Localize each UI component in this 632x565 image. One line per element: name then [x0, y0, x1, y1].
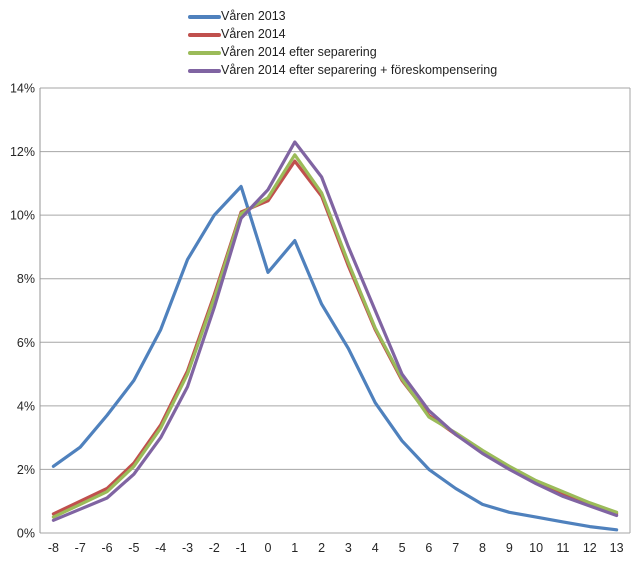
- x-axis-tick-label: 6: [425, 541, 432, 555]
- x-axis-tick-label: 12: [583, 541, 597, 555]
- x-axis-tick-label: 5: [399, 541, 406, 555]
- chart-legend: Våren 2013 Våren 2014 Våren 2014 efter sep…: [188, 9, 497, 78]
- x-axis-tick-label: 10: [529, 541, 543, 555]
- x-axis-tick-label: 3: [345, 541, 352, 555]
- legend-label: Våren 2014: [221, 27, 286, 41]
- x-axis-tick-label: 11: [556, 541, 569, 555]
- legend-label: Våren 2014 efter separering: [221, 45, 377, 59]
- x-axis-tick-label: -5: [128, 541, 139, 555]
- legend-item-0: Våren 2013: [188, 9, 497, 24]
- y-axis-tick-label: 10%: [10, 209, 35, 223]
- y-axis-tick-label: 2%: [17, 463, 35, 477]
- y-axis-tick-label: 6%: [17, 336, 35, 350]
- legend-line-swatch: [188, 50, 221, 55]
- legend-label: Våren 2013: [221, 9, 286, 23]
- x-axis-tick-label: 0: [264, 541, 271, 555]
- x-axis-tick-label: 2: [318, 541, 325, 555]
- x-axis-tick-label: 4: [372, 541, 379, 555]
- y-axis-tick-label: 8%: [17, 272, 35, 286]
- legend-line-swatch: [188, 14, 221, 19]
- legend-item-2: Våren 2014 efter separering: [188, 45, 497, 60]
- legend-line-swatch: [188, 68, 221, 73]
- x-axis-tick-label: -8: [48, 541, 59, 555]
- x-axis-tick-label: -3: [182, 541, 193, 555]
- x-axis-tick-label: -2: [209, 541, 220, 555]
- x-axis-tick-label: -4: [155, 541, 166, 555]
- y-axis-tick-label: 12%: [10, 145, 35, 159]
- series-line-3: [51, 140, 619, 522]
- legend-item-1: Våren 2014: [188, 27, 497, 42]
- series-line-0: [51, 184, 619, 532]
- x-axis-tick-label: 7: [452, 541, 459, 555]
- x-axis-tick-label: -1: [236, 541, 247, 555]
- x-axis-tick-label: 9: [506, 541, 513, 555]
- y-axis-tick-label: 4%: [17, 399, 35, 413]
- series-line-2: [51, 153, 619, 519]
- x-axis-tick-label: 8: [479, 541, 486, 555]
- y-axis-tick-label: 14%: [10, 82, 35, 96]
- x-axis-tick-label: 13: [610, 541, 624, 555]
- legend-item-3: Våren 2014 efter separering + föreskompe…: [188, 63, 497, 78]
- x-axis-tick-label: -7: [75, 541, 86, 555]
- legend-label: Våren 2014 efter separering + föreskompe…: [221, 63, 498, 77]
- x-axis-tick-label: 1: [291, 541, 298, 555]
- y-axis-tick-label: 0%: [17, 527, 35, 541]
- legend-line-swatch: [188, 32, 221, 37]
- x-axis-tick-label: -6: [101, 541, 112, 555]
